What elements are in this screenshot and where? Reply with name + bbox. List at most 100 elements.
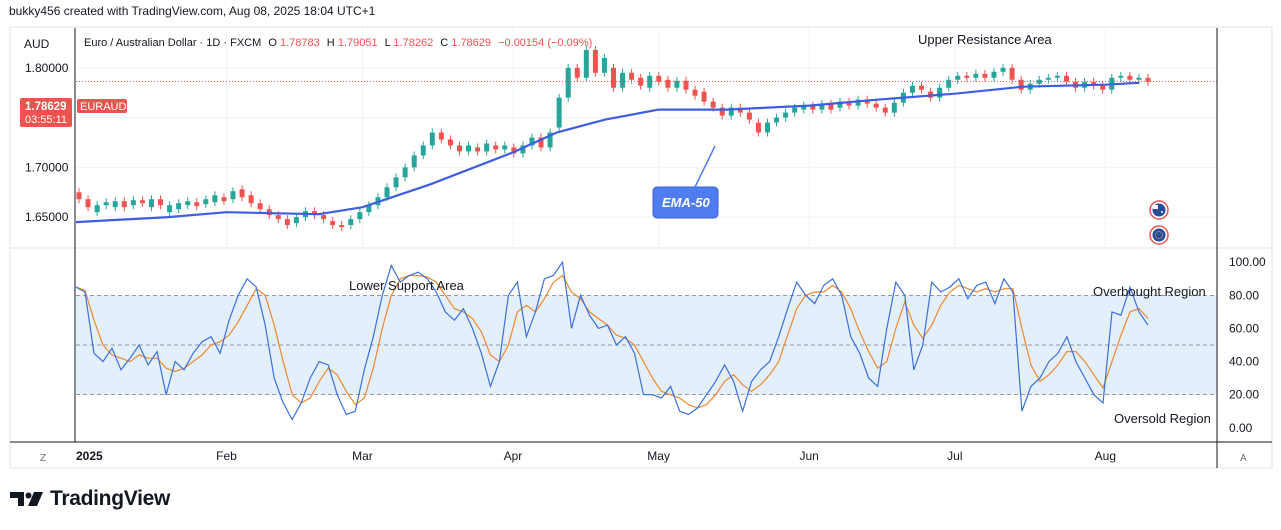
australia-flag-icon[interactable] bbox=[1149, 200, 1169, 220]
candle-body bbox=[330, 221, 336, 226]
candle-body bbox=[348, 219, 354, 226]
candle-body bbox=[601, 57, 607, 73]
candle-body bbox=[275, 215, 281, 220]
candle-body bbox=[475, 147, 481, 152]
candle-body bbox=[167, 205, 173, 213]
stochastic-tick-label: 20.00 bbox=[1229, 388, 1259, 402]
candle-body bbox=[1136, 77, 1142, 80]
candle-body bbox=[293, 217, 299, 224]
candle-body bbox=[484, 143, 490, 152]
tradingview-logo-text: TradingView bbox=[50, 487, 171, 510]
stochastic-tick-label: 40.00 bbox=[1229, 355, 1259, 369]
candle-body bbox=[321, 215, 327, 220]
ema-50-callout: EMA-50 bbox=[652, 145, 719, 219]
candle-body bbox=[801, 105, 807, 110]
candle-body bbox=[783, 112, 789, 118]
candle-body bbox=[239, 189, 245, 198]
candle-body bbox=[212, 195, 218, 203]
badge-symbol: EURAUD bbox=[80, 101, 127, 113]
candle-body bbox=[420, 145, 426, 156]
candle-body bbox=[284, 219, 290, 226]
candle-body bbox=[529, 137, 535, 146]
candle-body bbox=[882, 107, 888, 113]
currency-label: AUD bbox=[24, 37, 50, 51]
price-tick-label: 1.80000 bbox=[25, 61, 69, 75]
candle-body bbox=[1100, 85, 1106, 90]
low-label: L bbox=[385, 37, 391, 49]
price-badge: 1.78629 03:55:11 EURAUD bbox=[20, 98, 127, 127]
candle-body bbox=[765, 122, 771, 133]
candle-body bbox=[456, 145, 462, 152]
overbought-label: Overbought Region bbox=[1093, 284, 1206, 299]
candle-body bbox=[158, 199, 164, 206]
candle-body bbox=[855, 99, 861, 106]
candle-body bbox=[221, 197, 227, 202]
credit-line: bukky456 created with TradingView.com, A… bbox=[9, 4, 376, 18]
candle-body bbox=[94, 205, 100, 213]
badge-price: 1.78629 bbox=[25, 101, 67, 113]
stochastic-tick-label: 80.00 bbox=[1229, 288, 1259, 302]
candle-body bbox=[774, 117, 780, 123]
candle-body bbox=[611, 67, 616, 88]
candle-body bbox=[692, 89, 698, 96]
candle-body bbox=[656, 75, 662, 82]
ema-50-label: EMA-50 bbox=[662, 195, 710, 210]
candle-body bbox=[538, 137, 544, 148]
candle-body bbox=[194, 202, 200, 207]
candle-body bbox=[955, 75, 961, 80]
time-tick-label: Mar bbox=[352, 449, 373, 463]
price-tick-label: 1.70000 bbox=[25, 160, 69, 174]
auto-scale-button[interactable]: A bbox=[1240, 453, 1247, 464]
candle-body bbox=[339, 225, 345, 228]
candle-body bbox=[438, 132, 444, 140]
candle-body bbox=[683, 80, 689, 90]
upper-resistance-label: Upper Resistance Area bbox=[918, 32, 1052, 47]
candle-body bbox=[502, 145, 508, 150]
candle-body bbox=[366, 205, 372, 213]
candle-body bbox=[248, 195, 254, 204]
candle-body bbox=[629, 72, 635, 80]
candle-body bbox=[1009, 67, 1015, 80]
candle-body bbox=[556, 97, 562, 128]
change-value: −0.00154 (−0.09%) bbox=[498, 37, 592, 49]
time-tick-label: Feb bbox=[216, 449, 237, 463]
candle-body bbox=[937, 87, 943, 98]
candle-body bbox=[819, 103, 825, 110]
candle-body bbox=[547, 132, 553, 148]
candle-body bbox=[511, 147, 517, 154]
stochastic-pane[interactable]: 100.00 80.00 60.00 40.00 20.00 0.00 bbox=[75, 255, 1266, 435]
stochastic-tick-label: 0.00 bbox=[1229, 421, 1253, 435]
candle-body bbox=[991, 71, 997, 78]
candle-body bbox=[139, 200, 145, 204]
candle-body bbox=[148, 199, 154, 208]
candle-body bbox=[755, 122, 761, 133]
eu-flag-icon[interactable] bbox=[1149, 225, 1169, 245]
candle-body bbox=[85, 199, 91, 208]
time-tick-label: Jun bbox=[799, 449, 818, 463]
candle-body bbox=[112, 201, 118, 208]
stochastic-k-line bbox=[75, 260, 1149, 421]
candle-body bbox=[493, 145, 499, 150]
price-grid bbox=[76, 28, 1217, 247]
high-value: 1.79051 bbox=[338, 37, 378, 49]
candle-body bbox=[674, 80, 680, 88]
candle-body bbox=[746, 112, 752, 120]
candle-body bbox=[810, 105, 816, 110]
candle-body bbox=[710, 101, 716, 108]
stochastic-tick-label: 100.00 bbox=[1229, 255, 1266, 269]
candle-body bbox=[520, 145, 526, 154]
candle-body bbox=[130, 200, 136, 206]
candle-body bbox=[891, 102, 897, 113]
candle-body bbox=[176, 203, 182, 210]
badge-countdown: 03:55:11 bbox=[25, 114, 67, 126]
time-tick-label: Jul bbox=[947, 449, 962, 463]
svg-text:Euro / Australian Dollar · 1D: Euro / Australian Dollar · 1D · FXCM O 1… bbox=[84, 37, 592, 49]
candle-body bbox=[719, 107, 725, 116]
zoom-button[interactable]: Z bbox=[40, 453, 46, 464]
candle-body bbox=[393, 177, 399, 188]
tradingview-logo[interactable]: TradingView bbox=[10, 487, 170, 511]
oversold-label: Oversold Region bbox=[1114, 411, 1211, 426]
candle-body bbox=[574, 67, 580, 78]
